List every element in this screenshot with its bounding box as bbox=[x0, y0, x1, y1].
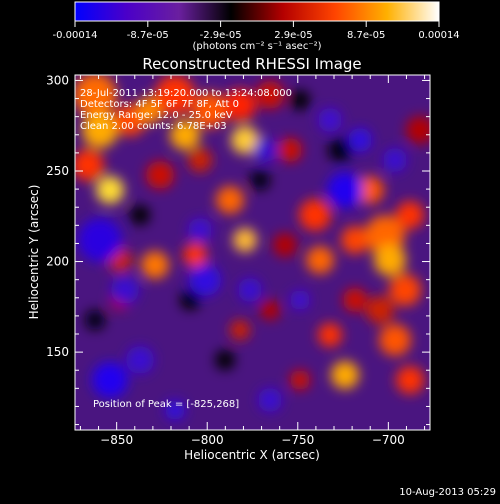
x-tick-label: −700 bbox=[372, 433, 405, 447]
x-tick-label: −850 bbox=[100, 433, 133, 447]
chart-title: Reconstructed RHESSI Image bbox=[142, 55, 361, 73]
annotation-line: 28-Jul-2011 13:19:20.000 to 13:24:08.000 bbox=[80, 88, 292, 99]
plot-frame bbox=[74, 74, 431, 431]
heatmap bbox=[75, 75, 430, 430]
colorbar-tick-label: -8.7e-05 bbox=[127, 30, 169, 41]
colorbar-ticks bbox=[74, 21, 440, 27]
y-tick-label: 200 bbox=[46, 255, 69, 269]
colorbar-unit-label: (photons cm⁻² s⁻¹ asec⁻²) bbox=[192, 41, 321, 52]
annotation-line: Energy Range: 12.0 - 25.0 keV bbox=[80, 110, 233, 121]
annotation-line: Clean 2.00 counts: 6.78E+03 bbox=[80, 121, 227, 132]
colorbar-tick-label: -0.00014 bbox=[53, 30, 98, 41]
x-axis: −850 −800 −750 −700 bbox=[79, 75, 426, 447]
y-tick-label: 150 bbox=[46, 345, 69, 359]
timestamp: 10-Aug-2013 05:29 bbox=[399, 487, 496, 498]
colorbar-tick-label: 0.00014 bbox=[418, 30, 459, 41]
colorbar bbox=[74, 1, 440, 22]
annotation-line: Detectors: 4F 5F 6F 7F 8F, Att 0 bbox=[80, 99, 239, 110]
colorbar-tick-label: 8.7e-05 bbox=[347, 30, 385, 41]
x-axis-label: Heliocentric X (arcsec) bbox=[184, 448, 320, 462]
y-tick-label: 300 bbox=[46, 73, 69, 87]
peak-position-label: Position of Peak = [-825,268] bbox=[93, 399, 239, 410]
colorbar-tick-labels: -0.00014 -8.7e-05 -2.9e-05 2.9e-05 8.7e-05 0.… bbox=[53, 30, 460, 41]
colorbar-tick-label: -2.9e-05 bbox=[200, 30, 242, 41]
colorbar-tick-label: 2.9e-05 bbox=[274, 30, 312, 41]
y-axis: 150 200 250 300 bbox=[46, 73, 430, 426]
x-tick-label: −750 bbox=[281, 433, 314, 447]
y-axis-label: Heliocentric Y (arcsec) bbox=[27, 185, 41, 320]
x-tick-label: −800 bbox=[191, 433, 224, 447]
annotations: 28-Jul-2011 13:19:20.000 to 13:24:08.000… bbox=[80, 88, 292, 132]
y-tick-label: 250 bbox=[46, 164, 69, 178]
